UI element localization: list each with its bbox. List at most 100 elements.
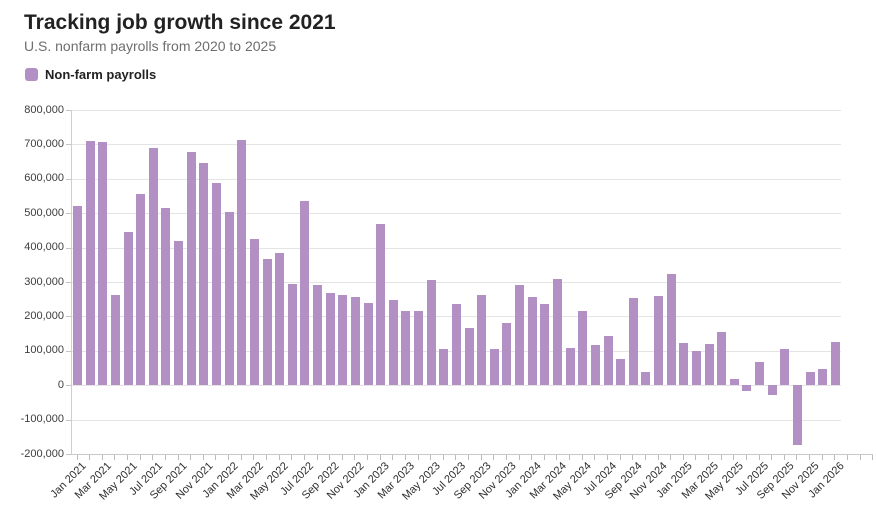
bar xyxy=(211,183,221,386)
x-axis-tick xyxy=(404,455,406,460)
x-axis-tick xyxy=(101,455,103,460)
gridline xyxy=(72,419,841,421)
x-axis-tick xyxy=(152,455,154,460)
gridline xyxy=(72,178,841,180)
bar xyxy=(98,142,108,386)
bar xyxy=(262,259,272,386)
y-axis-tick xyxy=(66,110,71,111)
y-axis-label: 400,000 xyxy=(24,241,64,254)
bar xyxy=(464,328,474,386)
bar xyxy=(275,253,285,386)
bar xyxy=(350,296,360,386)
bar xyxy=(136,193,146,386)
x-axis-tick xyxy=(543,455,545,460)
bar xyxy=(439,349,449,386)
y-axis-tick xyxy=(66,316,71,318)
bar xyxy=(451,304,461,386)
x-axis-tick xyxy=(379,455,381,460)
y-axis-label: 800,000 xyxy=(24,103,64,116)
bar xyxy=(805,372,815,386)
gridline xyxy=(72,213,841,215)
x-axis-tick xyxy=(215,455,217,460)
x-axis-tick xyxy=(493,455,495,460)
bar xyxy=(767,385,777,395)
legend: Non-farm payrolls xyxy=(25,67,156,82)
y-axis-label: 100,000 xyxy=(24,344,64,357)
bar xyxy=(616,359,626,386)
bar xyxy=(73,206,82,386)
chart-title: Tracking job growth since 2021 xyxy=(24,11,336,34)
bar xyxy=(818,369,828,386)
bar xyxy=(590,344,600,386)
y-axis-label: 300,000 xyxy=(24,275,64,288)
bar xyxy=(830,342,840,386)
x-axis-tick xyxy=(809,455,810,460)
x-axis-tick xyxy=(518,455,520,460)
y-axis-label: 0 xyxy=(57,378,64,391)
chart-subtitle: U.S. nonfarm payrolls from 2020 to 2025 xyxy=(24,38,277,54)
x-axis-tick xyxy=(316,455,318,460)
bar xyxy=(313,285,322,386)
bar xyxy=(174,240,183,386)
bar xyxy=(540,304,550,386)
bar xyxy=(325,292,335,386)
gridline xyxy=(72,282,841,283)
x-axis-tick xyxy=(202,455,204,460)
bar xyxy=(704,344,714,386)
bar xyxy=(161,207,171,386)
bar xyxy=(186,152,196,386)
x-axis-tick xyxy=(720,455,722,460)
x-axis-tick xyxy=(127,455,128,460)
x-axis-tick xyxy=(745,455,747,460)
y-axis-tick xyxy=(66,213,71,215)
x-axis-tick xyxy=(796,455,798,460)
x-axis-tick xyxy=(278,455,280,460)
x-axis-tick xyxy=(771,455,773,460)
x-axis-tick xyxy=(139,455,141,460)
bar xyxy=(414,310,423,386)
y-axis-label: 600,000 xyxy=(24,172,64,185)
x-axis-tick xyxy=(190,455,192,460)
y-axis-tick xyxy=(66,385,71,387)
x-axis-tick xyxy=(430,455,432,460)
x-axis-tick xyxy=(821,455,823,460)
bar xyxy=(148,148,158,386)
bar xyxy=(249,238,259,386)
bar xyxy=(489,349,499,386)
bar xyxy=(654,296,663,386)
y-axis-tick xyxy=(66,282,71,283)
x-axis-tick xyxy=(164,455,166,460)
bar xyxy=(123,231,133,386)
bar xyxy=(666,274,676,386)
x-axis-tick xyxy=(89,455,91,460)
x-axis-tick xyxy=(783,455,785,460)
x-axis-tick xyxy=(846,455,848,460)
x-axis-tick xyxy=(291,455,293,460)
y-axis-label: 500,000 xyxy=(24,206,64,219)
x-axis-tick xyxy=(594,455,596,460)
x-axis-tick xyxy=(569,455,571,460)
x-axis-tick xyxy=(417,455,419,460)
y-axis-label: -100,000 xyxy=(20,413,64,426)
x-axis-tick xyxy=(505,455,507,460)
gridline xyxy=(72,110,841,111)
x-axis-tick xyxy=(76,455,78,460)
x-axis-tick xyxy=(644,455,646,460)
bar xyxy=(565,348,575,386)
bar xyxy=(237,139,247,386)
bar xyxy=(515,285,525,386)
bar xyxy=(401,310,411,386)
y-axis-tick xyxy=(66,454,71,455)
x-axis-tick xyxy=(228,455,230,460)
x-axis-tick xyxy=(329,455,331,460)
bar xyxy=(717,331,727,386)
x-axis-tick xyxy=(531,455,533,460)
bar xyxy=(691,350,701,386)
x-axis-tick xyxy=(367,455,368,460)
bar xyxy=(552,278,562,386)
x-axis-tick xyxy=(733,455,735,460)
x-axis-tick xyxy=(670,455,672,460)
bar xyxy=(742,385,752,391)
x-axis-tick xyxy=(240,455,242,460)
